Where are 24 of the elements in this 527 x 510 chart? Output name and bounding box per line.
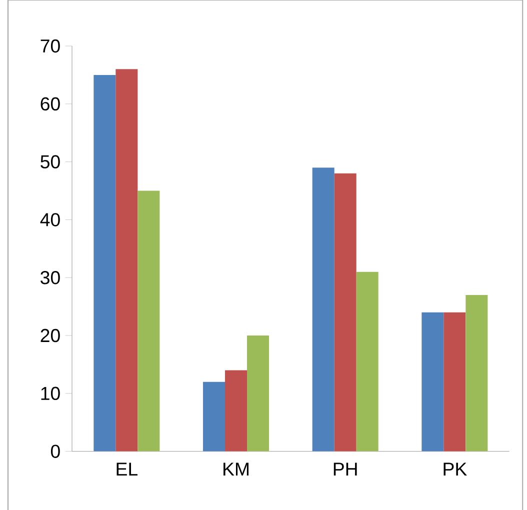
bar (247, 336, 269, 452)
x-tick-label: EL (116, 462, 138, 476)
y-tick-label: 20 (40, 328, 60, 342)
bar (116, 69, 138, 452)
bar (138, 190, 160, 452)
y-tick-label: 10 (41, 386, 60, 400)
bar (225, 370, 248, 452)
bar (466, 294, 488, 452)
bar (356, 272, 378, 452)
bar (422, 312, 444, 452)
x-tick-label: KM (224, 462, 248, 476)
x-tick-label: PK (444, 462, 467, 476)
bar (94, 74, 116, 452)
y-tick-label: 60 (40, 97, 60, 111)
bar (334, 173, 356, 452)
y-tick-label: 40 (40, 213, 60, 226)
bar (203, 382, 226, 452)
y-tick-label: 30 (40, 270, 60, 284)
y-tick-label: 50 (40, 155, 60, 168)
bar (312, 168, 334, 452)
y-tick-label: 70 (40, 39, 60, 53)
bar (444, 312, 466, 452)
y-tick-label: 0 (50, 444, 60, 458)
x-tick-label: PH (334, 462, 357, 476)
